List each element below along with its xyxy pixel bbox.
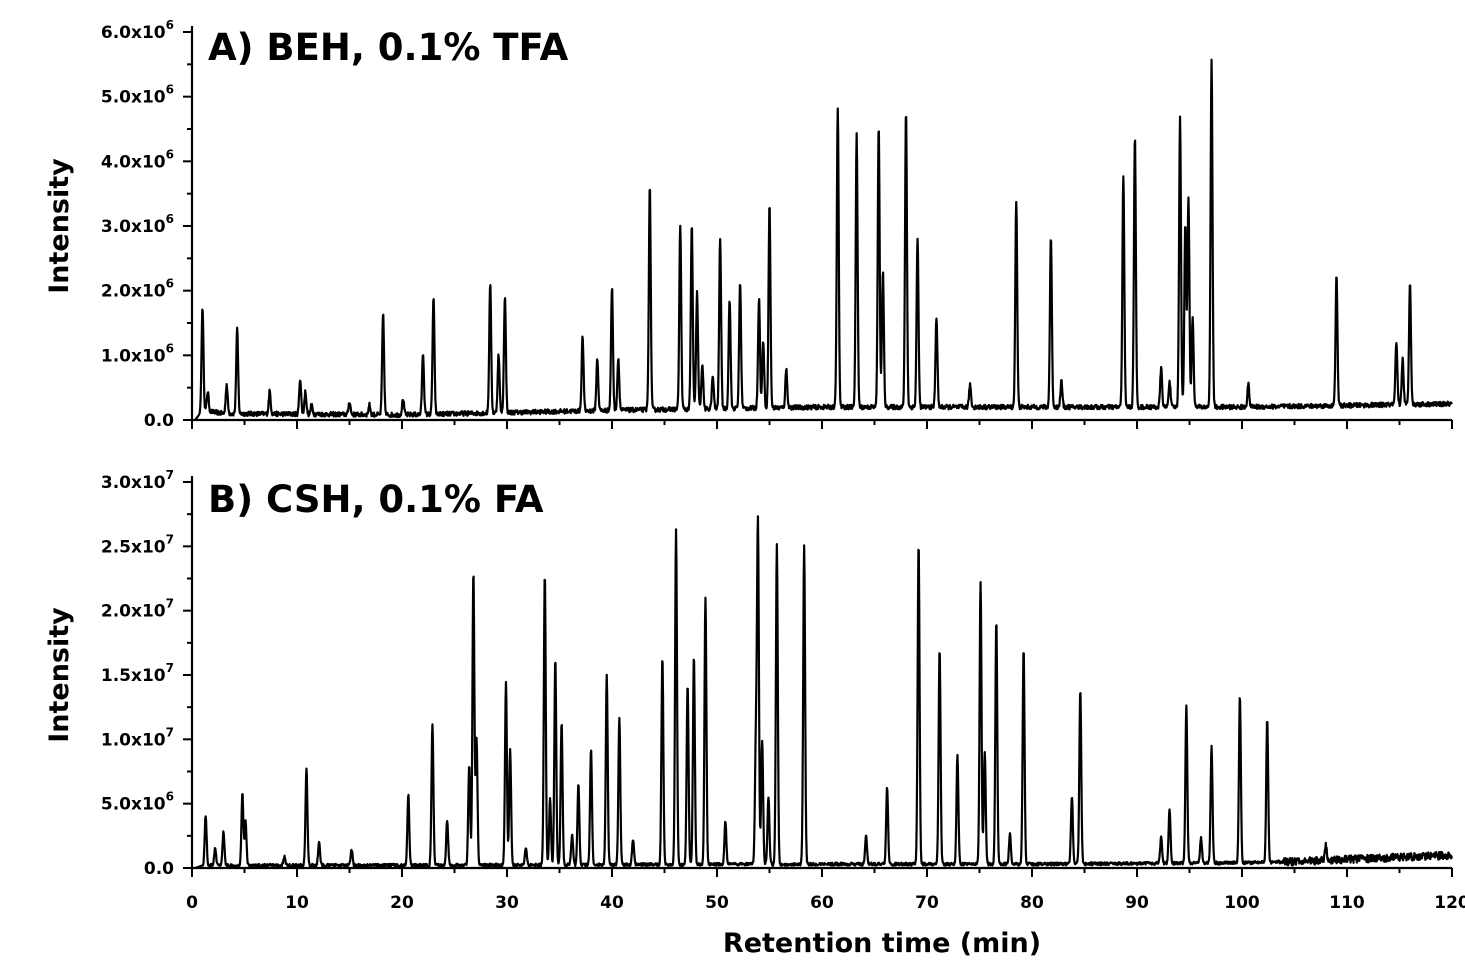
y-tick-label: 0.0 (144, 859, 174, 879)
y-tick-exponent: 7 (166, 597, 174, 611)
y-tick-exponent: 6 (166, 212, 174, 226)
y-tick-label: 2.5x107 (101, 532, 174, 557)
x-tick-label: 0 (186, 893, 198, 913)
y-tick-label: 2.0x106 (101, 277, 174, 302)
chart-panel-a: 0.0 1.0x106 2.0x106 3.0x106 4.0x106 5.0x106 6.… (44, 18, 1453, 431)
x-tick-label: 30 (495, 893, 519, 913)
y-tick-label: 5.0x106 (101, 790, 174, 815)
x-tick-label: 20 (390, 893, 414, 913)
x-tick-label: 90 (1125, 893, 1149, 913)
y-tick-label: 6.0x106 (101, 18, 174, 43)
x-tick-label: 80 (1020, 893, 1044, 913)
y-tick-exponent: 7 (166, 725, 174, 739)
chromatogram-trace (194, 58, 1453, 421)
x-tick-label: 10 (285, 893, 309, 913)
chromatogram-trace (194, 515, 1453, 870)
x-tick-label: 100 (1224, 893, 1260, 913)
chart-panel-b: 0.0 5.0x106 1.0x107 1.5x107 2.0x107 2.5x107 3.… (44, 468, 1465, 913)
panel-title: A) BEH, 0.1% TFA (208, 26, 569, 69)
y-axis-title: Intensity (44, 607, 75, 743)
y-tick-exponent: 6 (166, 790, 174, 804)
x-tick-label: 110 (1329, 893, 1365, 913)
x-tick-label: 60 (810, 893, 834, 913)
x-tick-label: 70 (915, 893, 939, 913)
x-axis-title: Retention time (min) (723, 928, 1041, 959)
y-tick-label: 3.0x107 (101, 468, 174, 493)
x-tick-label: 40 (600, 893, 624, 913)
y-tick-exponent: 6 (166, 277, 174, 291)
y-tick-label: 1.0x107 (101, 725, 174, 750)
y-tick-label: 0.0 (144, 411, 174, 431)
y-tick-exponent: 7 (166, 661, 174, 675)
x-tick-label: 50 (705, 893, 729, 913)
y-tick-label: 3.0x106 (101, 212, 174, 237)
y-tick-exponent: 6 (166, 341, 174, 355)
y-tick-exponent: 6 (166, 147, 174, 161)
x-tick-label: 120 (1434, 893, 1465, 913)
y-tick-exponent: 6 (166, 83, 174, 97)
y-tick-label: 4.0x106 (101, 147, 174, 172)
y-tick-label: 1.0x106 (101, 341, 174, 366)
y-tick-label: 2.0x107 (101, 597, 174, 622)
y-axis-title: Intensity (44, 158, 75, 294)
y-tick-label: 1.5x107 (101, 661, 174, 686)
panel-title: B) CSH, 0.1% FA (208, 478, 544, 521)
y-tick-exponent: 7 (166, 468, 174, 482)
y-tick-label: 5.0x106 (101, 83, 174, 108)
y-tick-exponent: 7 (166, 532, 174, 546)
y-tick-exponent: 6 (166, 18, 174, 32)
